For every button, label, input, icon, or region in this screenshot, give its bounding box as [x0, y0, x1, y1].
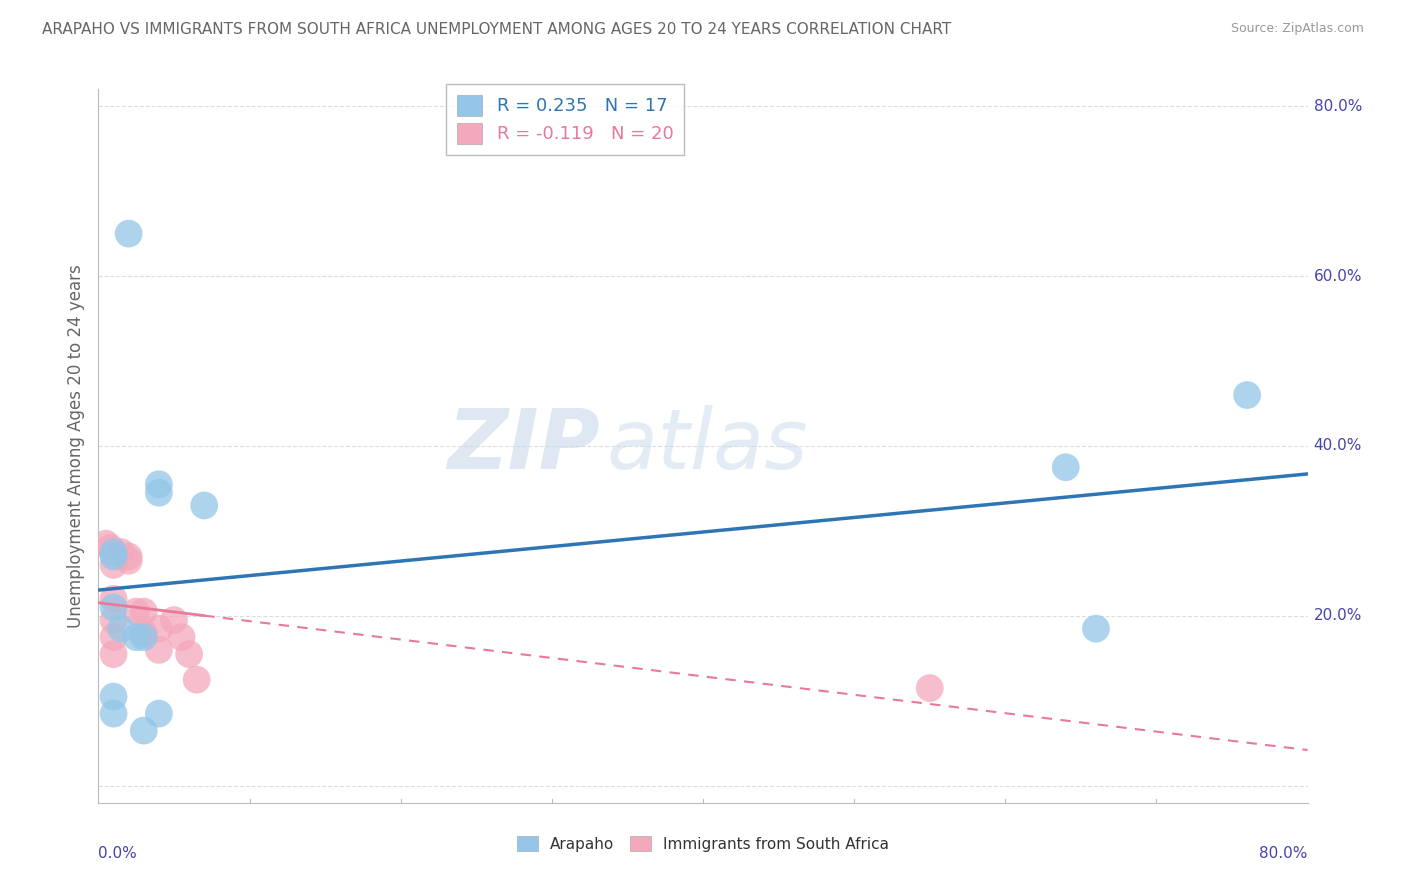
Point: [193, 499, 215, 513]
Point: [103, 558, 125, 572]
Point: [918, 681, 941, 695]
Point: [163, 613, 186, 627]
Point: [132, 723, 155, 738]
Y-axis label: Unemployment Among Ages 20 to 24 years: Unemployment Among Ages 20 to 24 years: [66, 264, 84, 628]
Text: 80.0%: 80.0%: [1313, 99, 1362, 113]
Text: 20.0%: 20.0%: [1313, 608, 1362, 624]
Point: [94, 537, 117, 551]
Text: ZIP: ZIP: [447, 406, 600, 486]
Text: 60.0%: 60.0%: [1313, 268, 1362, 284]
Point: [110, 545, 132, 559]
Point: [132, 605, 155, 619]
Point: [103, 545, 125, 559]
Point: [132, 626, 155, 640]
Point: [103, 600, 125, 615]
Text: Source: ZipAtlas.com: Source: ZipAtlas.com: [1230, 22, 1364, 36]
Point: [118, 227, 141, 241]
Text: 80.0%: 80.0%: [1260, 846, 1308, 861]
Text: ARAPAHO VS IMMIGRANTS FROM SOUTH AFRICA UNEMPLOYMENT AMONG AGES 20 TO 24 YEARS C: ARAPAHO VS IMMIGRANTS FROM SOUTH AFRICA …: [42, 22, 952, 37]
Point: [118, 549, 141, 564]
Point: [103, 591, 125, 606]
Point: [148, 643, 170, 657]
Point: [125, 605, 148, 619]
Point: [110, 622, 132, 636]
Point: [170, 630, 193, 644]
Point: [103, 549, 125, 564]
Point: [103, 647, 125, 661]
Text: atlas: atlas: [606, 406, 808, 486]
Point: [103, 690, 125, 704]
Point: [148, 485, 170, 500]
Point: [100, 541, 122, 555]
Point: [125, 630, 148, 644]
Text: 0.0%: 0.0%: [98, 846, 138, 861]
Point: [179, 647, 201, 661]
Point: [148, 622, 170, 636]
Point: [103, 706, 125, 721]
Point: [1085, 622, 1108, 636]
Point: [1236, 388, 1258, 402]
Point: [1054, 460, 1077, 475]
Legend: Arapaho, Immigrants from South Africa: Arapaho, Immigrants from South Africa: [509, 828, 897, 859]
Point: [132, 630, 155, 644]
Point: [148, 706, 170, 721]
Point: [186, 673, 208, 687]
Point: [103, 613, 125, 627]
Text: 40.0%: 40.0%: [1313, 439, 1362, 453]
Point: [148, 477, 170, 491]
Point: [103, 630, 125, 644]
Point: [118, 554, 141, 568]
